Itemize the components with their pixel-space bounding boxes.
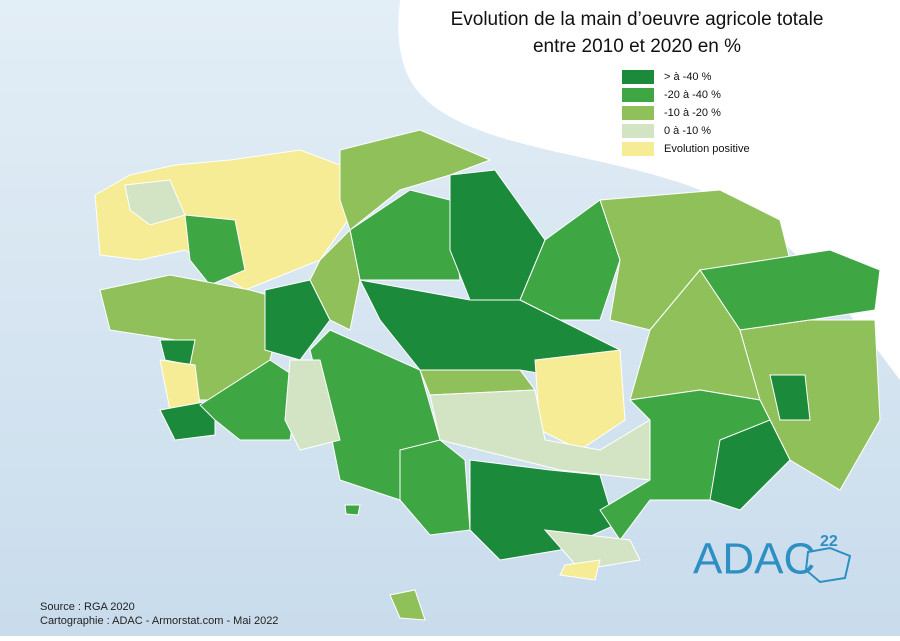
region — [124, 179, 186, 226]
region — [543, 529, 641, 571]
logo-number: 22 — [820, 533, 838, 550]
region — [599, 389, 791, 541]
region — [264, 279, 331, 361]
region — [309, 228, 361, 331]
legend-swatch — [622, 142, 654, 156]
logo-text: ADAC — [693, 535, 815, 584]
title-line: entre 2010 et 2020 en % — [533, 36, 741, 57]
region — [184, 214, 246, 286]
legend-swatch — [622, 124, 654, 138]
region — [769, 374, 811, 421]
source-line: Source : RGA 2020 — [40, 601, 135, 613]
island — [389, 589, 426, 621]
title-line: Evolution de la main d’oeuvre agricole t… — [451, 9, 824, 30]
legend-label: -20 à -40 % — [664, 89, 721, 101]
legend-label: -10 à -20 % — [664, 107, 721, 119]
legend-label: > à -40 % — [664, 71, 712, 83]
logo-outline — [804, 546, 852, 584]
region — [709, 419, 791, 511]
region — [159, 399, 216, 441]
legend-label: 0 à -10 % — [664, 125, 711, 137]
region — [199, 359, 301, 441]
legend: > à -40 % -20 à -40 % -10 à -20 % 0 à -10 %… — [622, 70, 750, 156]
source-line: Cartographie : ADAC - Armorstat.com - Ma… — [40, 615, 278, 627]
legend-swatch — [622, 106, 654, 120]
legend-swatch — [622, 88, 654, 102]
title-background — [398, 0, 900, 380]
region — [339, 129, 492, 231]
island — [344, 504, 361, 516]
map — [94, 129, 881, 621]
legend-swatch — [622, 70, 654, 84]
region — [284, 359, 341, 451]
legend-label: Evolution positive — [664, 143, 750, 155]
region — [559, 559, 601, 581]
region — [399, 439, 471, 536]
